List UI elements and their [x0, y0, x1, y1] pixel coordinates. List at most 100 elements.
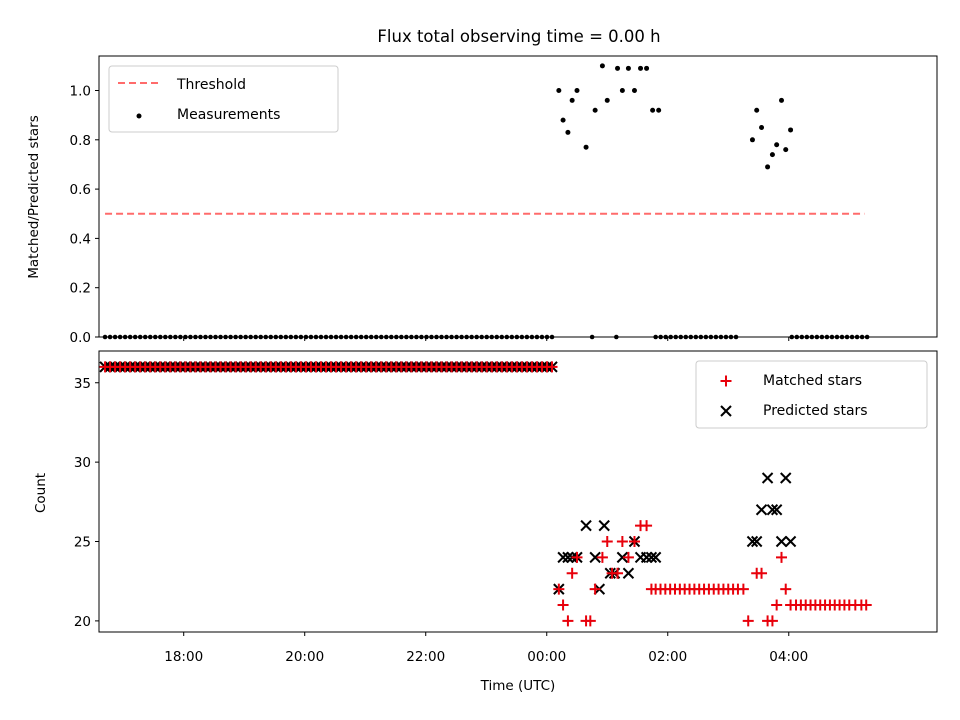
y-tick-label: 0.2 [70, 281, 91, 297]
matched-star-marker [596, 551, 608, 563]
predicted-legend-label: Predicted stars [763, 403, 868, 419]
measurement-point [615, 65, 621, 71]
predicted-star-marker [622, 567, 635, 579]
y-tick-label: 35 [74, 376, 91, 392]
predicted-star-marker [649, 551, 662, 564]
measurement-point [765, 164, 771, 170]
matched-star-marker [616, 536, 628, 548]
predicted-star-marker [755, 504, 768, 516]
measurement-point [779, 97, 785, 103]
predicted-star-marker [784, 535, 797, 548]
matched-star-marker [776, 551, 788, 563]
matched-star-marker [771, 599, 783, 611]
matched-legend-label: Matched stars [763, 373, 862, 389]
threshold-legend-label: Threshold [176, 77, 246, 93]
matched-star-marker [566, 567, 578, 579]
x-tick-label: 20:00 [285, 649, 324, 665]
matched-star-marker [780, 583, 792, 595]
marker-stroke [645, 551, 658, 564]
predicted-star-marker [770, 504, 783, 516]
marker-stroke [557, 551, 569, 564]
measurement-point [656, 107, 662, 113]
predicted-star-marker [750, 535, 763, 548]
bottom-legend: Matched stars Predicted stars [695, 360, 928, 429]
predicted-star-marker [640, 551, 653, 564]
predicted-star-marker [580, 519, 592, 532]
x-tick-label: 04:00 [769, 649, 808, 665]
measurement-point [783, 147, 789, 153]
marker-stroke [746, 535, 759, 548]
marker-stroke [755, 504, 768, 516]
measurement-point [583, 144, 589, 150]
measurements-legend-label: Measurements [177, 107, 280, 123]
y-tick-label: 0.6 [70, 182, 91, 198]
measurement-point [574, 88, 580, 94]
marker-stroke [775, 535, 788, 548]
measurement-point [638, 65, 644, 71]
matched-legend-marker [720, 375, 732, 387]
matched-star-marker [612, 567, 624, 579]
marker-stroke [761, 472, 774, 484]
top-x-tick-marks [183, 337, 790, 341]
matched-star-marker [860, 599, 872, 611]
marker-stroke [640, 551, 653, 564]
marker-stroke [589, 551, 601, 564]
matched-star-marker [766, 615, 778, 627]
predicted-star-marker [645, 551, 658, 564]
measurement-point [592, 107, 598, 113]
matched-star-marker [584, 615, 596, 627]
measurement-point [556, 88, 562, 94]
measurement-point [625, 65, 631, 71]
measurement-point [749, 137, 755, 143]
measurement-point [788, 127, 794, 133]
top-axes-frame [98, 55, 938, 338]
x-tick-label: 18:00 [164, 649, 203, 665]
matched-star-marker [546, 361, 558, 373]
x-axis-label: Time (UTC) [480, 678, 556, 694]
measurement-point [619, 88, 625, 94]
marker-stroke [622, 567, 635, 579]
top-y-axis-label: Matched/Predicted stars [26, 115, 42, 278]
predicted-star-marker [562, 551, 574, 564]
predicted-star-marker [761, 472, 774, 484]
marker-stroke [598, 519, 610, 532]
bottom-plot-area [99, 361, 872, 627]
measurement-point [631, 88, 637, 94]
x-tick-label: 02:00 [648, 649, 687, 665]
predicted-star-marker [598, 519, 610, 532]
measurement-point [754, 107, 760, 113]
bottom-legend-box [695, 360, 928, 429]
matched-star-marker [641, 520, 653, 532]
y-tick-label: 0.8 [70, 133, 91, 149]
predicted-star-marker [557, 551, 569, 564]
matched-star-marker [737, 583, 749, 595]
y-tick-label: 30 [74, 455, 91, 471]
marker-stroke [649, 551, 662, 564]
marker-stroke [766, 504, 779, 516]
measurement-point [560, 117, 566, 123]
top-y-axis: 0.0 0.2 0.4 0.6 0.8 1.0 [70, 84, 99, 346]
matched-star-marker [571, 551, 583, 563]
chart-title: Flux total observing time = 0.00 h [377, 27, 660, 46]
measurement-point [774, 142, 780, 148]
bottom-x-axis: 18:00 20:00 22:00 00:00 02:00 04:00 [164, 632, 808, 665]
predicted-star-marker [589, 551, 601, 564]
top-legend-box [108, 65, 339, 133]
x-tick-label: 22:00 [406, 649, 445, 665]
y-tick-label: 20 [74, 614, 91, 630]
matched-star-marker [589, 583, 601, 595]
measurement-point [599, 63, 605, 69]
matched-star-marker [553, 583, 565, 595]
y-tick-label: 1.0 [70, 84, 91, 100]
y-tick-label: 0.0 [70, 330, 91, 346]
top-legend: Threshold Measurements [108, 65, 339, 133]
marker-stroke [750, 535, 763, 548]
measurements-legend-marker [136, 113, 142, 119]
matched-star-marker [557, 599, 569, 611]
predicted-star-marker [616, 551, 629, 564]
marker-stroke [770, 504, 783, 516]
measurement-point [759, 124, 765, 130]
predicted-star-marker [780, 472, 792, 484]
